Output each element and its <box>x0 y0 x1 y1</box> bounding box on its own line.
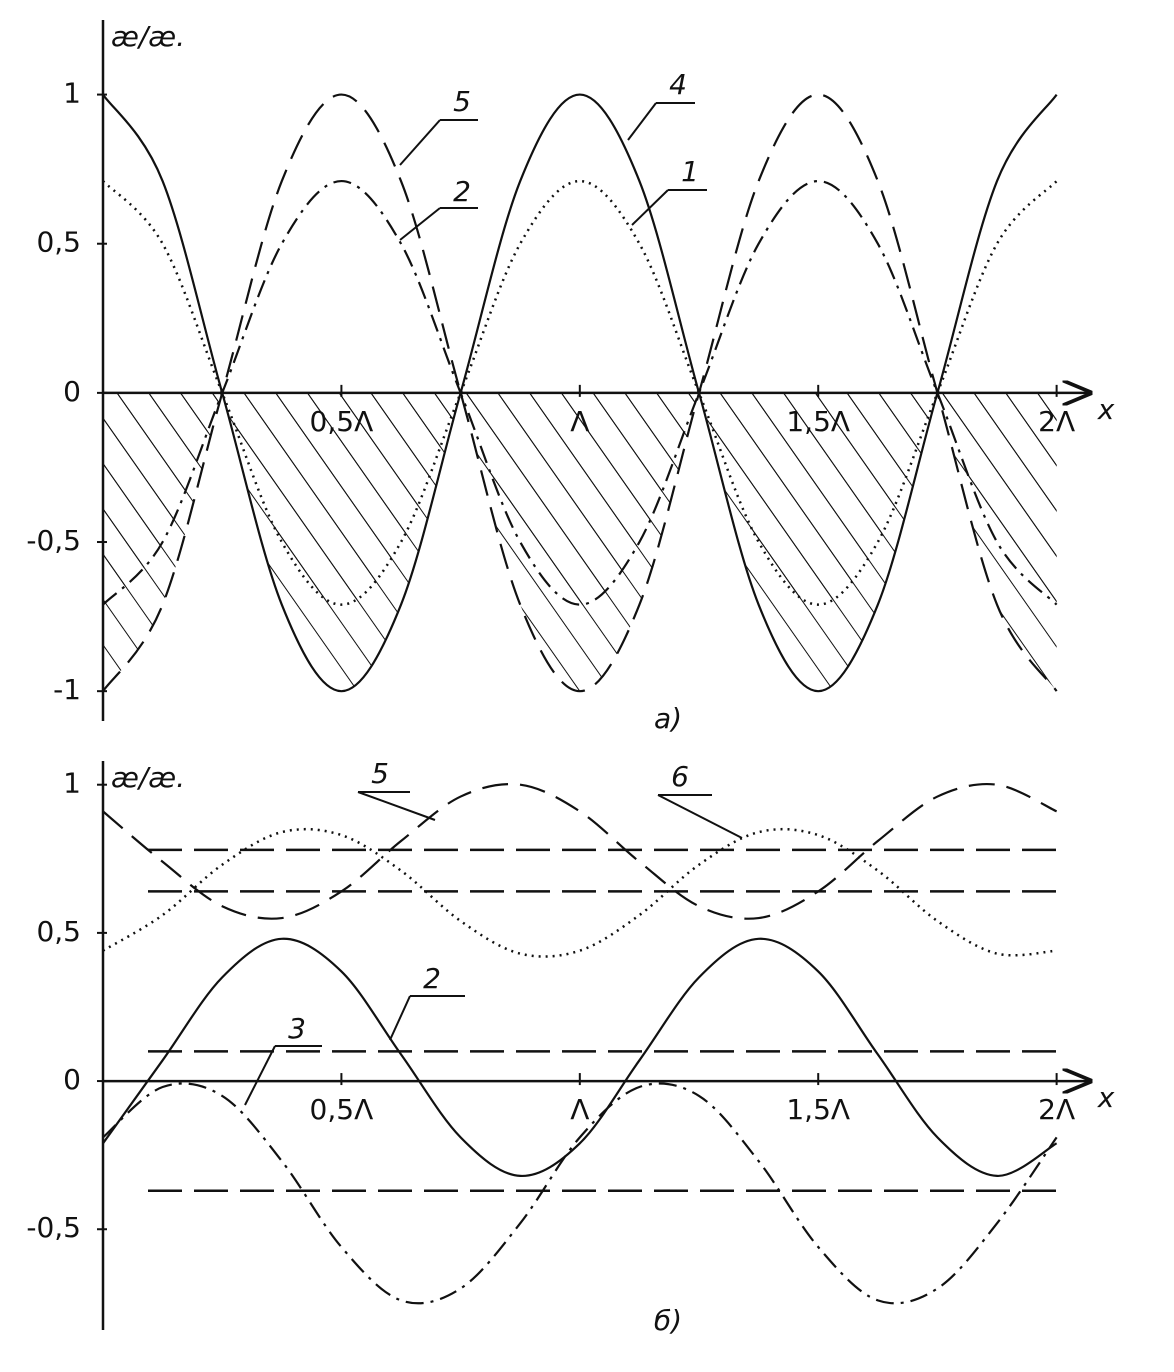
y-tick-label: 1 <box>63 767 81 800</box>
x-tick-label: Λ <box>570 405 589 438</box>
x-tick-label: 0,5Λ <box>310 405 374 438</box>
curve-label: 5 <box>453 85 471 118</box>
y-tick-label: 0,5 <box>36 226 81 259</box>
leader-line <box>657 794 743 839</box>
leader-line <box>244 1045 276 1106</box>
x-tick-label: 0,5Λ <box>310 1093 374 1126</box>
curve-label: 6 <box>671 760 689 793</box>
y-tick-label: 1 <box>63 77 81 110</box>
y-tick-label: 0 <box>63 1063 81 1096</box>
leader-line <box>357 791 436 821</box>
x-tick-label: Λ <box>570 1093 589 1126</box>
y-tick-label: 0 <box>63 375 81 408</box>
leader-line <box>627 102 657 141</box>
y-axis-label: æ/æ. <box>111 20 185 53</box>
panel-label: a) <box>654 702 682 735</box>
x-axis-label: x <box>1097 393 1115 426</box>
hatched-area <box>103 392 1057 605</box>
x-tick-label: 2Λ <box>1038 1093 1075 1126</box>
x-tick-label: 1,5Λ <box>786 405 850 438</box>
curve <box>102 93 1058 693</box>
x-tick-label: 1,5Λ <box>786 1093 850 1126</box>
curve <box>102 1082 1058 1305</box>
curve-label: 2 <box>453 175 471 208</box>
leader-line <box>631 189 669 226</box>
x-axis-label: x <box>1097 1081 1115 1114</box>
y-tick-label: -0,5 <box>26 1211 81 1244</box>
x-tick-label: 2Λ <box>1038 405 1075 438</box>
hatched-area <box>222 392 938 605</box>
curve-label: 5 <box>371 757 389 790</box>
curve-label: 4 <box>669 68 687 101</box>
curve-label: 2 <box>423 962 441 995</box>
y-tick-label: -0,5 <box>26 524 81 557</box>
curve-label: 3 <box>288 1012 306 1045</box>
leader-line <box>389 995 411 1041</box>
curve <box>102 179 1058 606</box>
curve <box>102 827 1057 958</box>
y-tick-label: 0,5 <box>36 915 81 948</box>
curve <box>102 937 1058 1178</box>
y-axis-label: æ/æ. <box>111 761 185 794</box>
panel-label: б) <box>654 1304 682 1337</box>
curve <box>102 783 1058 920</box>
leader-line <box>399 207 441 241</box>
curve <box>102 93 1058 693</box>
y-tick-label: -1 <box>53 673 81 706</box>
leader-line <box>399 119 441 166</box>
curve-label: 1 <box>681 155 699 188</box>
